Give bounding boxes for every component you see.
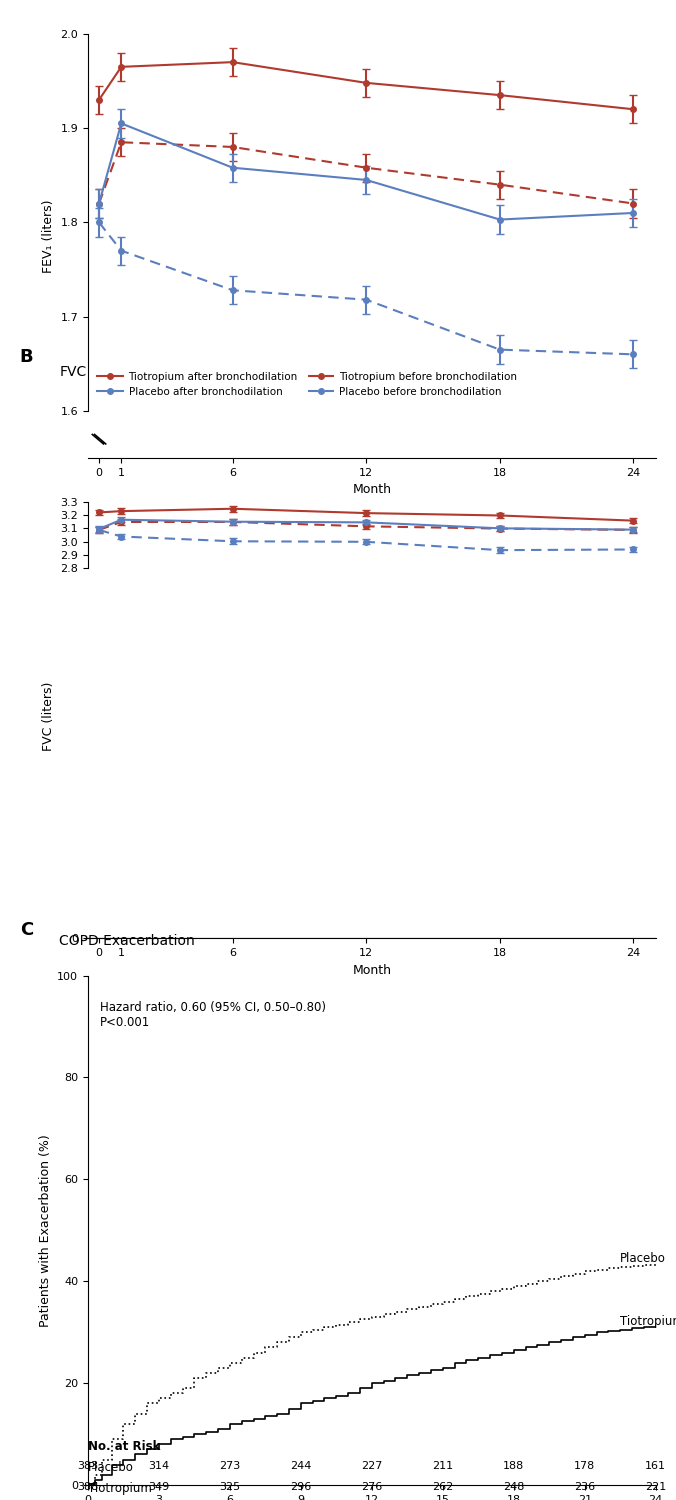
Text: 178: 178: [574, 1461, 596, 1472]
Text: Hazard ratio, 0.60 (95% CI, 0.50–0.80)
P<0.001: Hazard ratio, 0.60 (95% CI, 0.50–0.80) P…: [100, 1000, 326, 1029]
X-axis label: Month: Month: [352, 483, 391, 496]
Y-axis label: FVC (liters): FVC (liters): [42, 682, 55, 752]
Text: 276: 276: [361, 1482, 383, 1492]
Legend: Tiotropium after bronchodilation, Placebo after bronchodilation, Tiotropium befo: Tiotropium after bronchodilation, Placeb…: [93, 368, 522, 400]
Text: 262: 262: [432, 1482, 454, 1492]
Text: 248: 248: [503, 1482, 525, 1492]
Text: 227: 227: [361, 1461, 383, 1472]
Text: Tiotropium: Tiotropium: [621, 1316, 676, 1329]
Text: Placebo: Placebo: [621, 1252, 666, 1264]
Text: 349: 349: [148, 1482, 170, 1492]
X-axis label: Month: Month: [352, 963, 391, 976]
Text: 325: 325: [219, 1482, 241, 1492]
Text: 314: 314: [148, 1461, 170, 1472]
Text: 383: 383: [77, 1461, 99, 1472]
Text: COPD Exacerbation: COPD Exacerbation: [59, 934, 195, 948]
Text: B: B: [20, 348, 33, 366]
Text: Placebo: Placebo: [88, 1461, 134, 1474]
Text: 188: 188: [503, 1461, 525, 1472]
Text: Tiotropium: Tiotropium: [88, 1482, 151, 1496]
Text: 161: 161: [645, 1461, 667, 1472]
Text: FVC: FVC: [59, 364, 87, 378]
Y-axis label: Patients with Exacerbation (%): Patients with Exacerbation (%): [39, 1134, 51, 1326]
Text: 296: 296: [290, 1482, 312, 1492]
Text: C: C: [20, 921, 33, 939]
Text: 221: 221: [645, 1482, 667, 1492]
Y-axis label: FEV₁ (liters): FEV₁ (liters): [42, 200, 55, 273]
Text: 236: 236: [574, 1482, 596, 1492]
Text: 273: 273: [219, 1461, 241, 1472]
Text: No. at Risk: No. at Risk: [88, 1440, 160, 1454]
Text: 388: 388: [77, 1482, 99, 1492]
Text: 211: 211: [432, 1461, 454, 1472]
Text: 244: 244: [290, 1461, 312, 1472]
